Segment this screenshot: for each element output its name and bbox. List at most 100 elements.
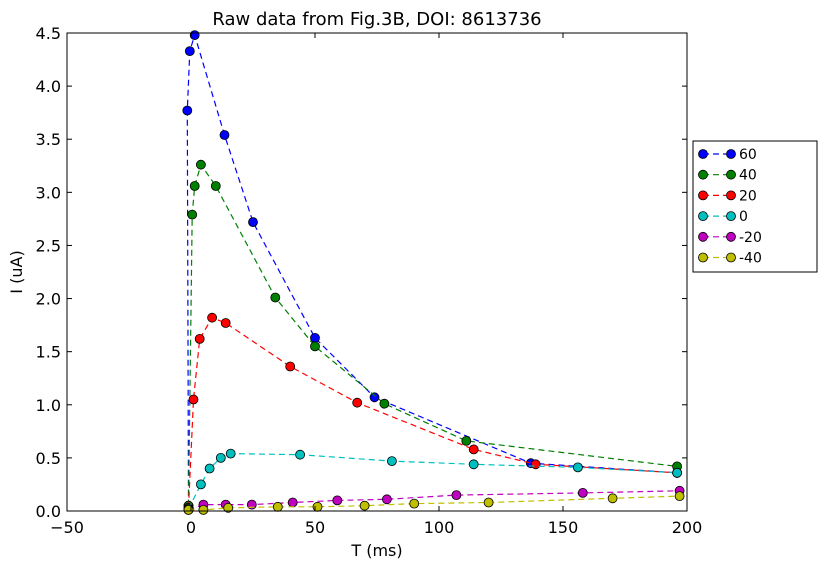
data-point (215, 452, 226, 463)
data-point (189, 181, 200, 191)
legend-marker (726, 190, 736, 201)
legend-marker (698, 211, 708, 222)
legend-marker (698, 149, 708, 159)
legend-marker (698, 169, 708, 180)
legend-item: -20 (698, 230, 762, 246)
data-point (194, 333, 205, 344)
series-line-0 (187, 452, 678, 510)
series-line-20 (187, 316, 678, 508)
data-point (219, 130, 230, 140)
legend-box (692, 140, 818, 273)
data-point (451, 490, 462, 501)
series-line--20 (188, 490, 680, 511)
data-point (187, 209, 198, 220)
legend: 60 40 20 0 -20 -40 (692, 140, 818, 273)
y-tick-label: 4.0 (36, 77, 61, 96)
data-point (369, 392, 380, 403)
legend-item: -40 (698, 251, 762, 267)
data-point (483, 497, 494, 508)
y-tick-label: 2.0 (36, 290, 61, 309)
legend-label: 60 (739, 147, 757, 163)
legend-label: 0 (739, 209, 748, 225)
y-tick-label: 3.0 (36, 183, 61, 202)
data-point (674, 491, 685, 502)
legend-label: -40 (739, 251, 762, 267)
data-point (248, 217, 258, 228)
data-point (272, 501, 283, 512)
data-point (468, 459, 479, 470)
series-layer (182, 30, 685, 515)
data-point (270, 292, 281, 303)
data-point (352, 397, 363, 408)
x-tick-label: −50 (50, 518, 84, 537)
series--40 (183, 491, 685, 515)
data-point (461, 435, 472, 446)
data-point (182, 105, 193, 116)
series-line--40 (188, 495, 680, 511)
legend-marker (726, 252, 736, 263)
data-point (198, 504, 209, 515)
series-40 (183, 159, 682, 511)
data-point (379, 398, 390, 409)
y-tick-label: 1.0 (36, 396, 61, 415)
legend-marker (726, 231, 736, 242)
legend-label: 20 (739, 188, 757, 204)
chart-title: Raw data from Fig.3B, DOI: 8613736 (212, 9, 541, 30)
data-point (210, 181, 221, 191)
data-point (195, 159, 206, 170)
x-tick-label: 100 (424, 518, 455, 537)
series-60 (182, 30, 682, 511)
data-point (220, 318, 231, 328)
data-point (188, 394, 199, 405)
y-tick-label: 1.5 (36, 343, 61, 362)
y-tick-label: 4.5 (36, 24, 61, 43)
data-point (189, 30, 200, 40)
series-20 (183, 312, 682, 513)
plot-frame (66, 32, 688, 512)
legend-item: 20 (698, 188, 757, 204)
data-point (312, 501, 323, 512)
data-point (184, 46, 195, 56)
y-tick-label: 0.0 (36, 502, 61, 521)
data-point (183, 504, 194, 515)
data-point (409, 498, 420, 509)
data-point (573, 462, 583, 473)
series-line-40 (187, 163, 678, 506)
y-tick-label: 3.5 (36, 130, 61, 149)
legend-marker (726, 211, 736, 222)
y-tick-label: 2.5 (36, 236, 61, 255)
data-point (577, 487, 588, 498)
data-point (332, 495, 343, 506)
x-tick-label: 0 (186, 518, 196, 537)
legend-marker (698, 231, 708, 242)
data-point (310, 341, 320, 352)
x-axis: −50 0 50 100 150 200 (50, 33, 702, 537)
data-point (530, 459, 541, 470)
data-point (285, 361, 296, 372)
y-axis: 0.0 0.5 1.0 1.5 2.0 2.5 3.0 3.5 4.0 4.5 (36, 24, 687, 521)
data-point (204, 463, 215, 474)
data-point (195, 479, 206, 490)
legend-item: 60 (698, 147, 757, 163)
data-point (607, 493, 618, 504)
x-tick-label: 50 (305, 518, 325, 537)
x-axis-label: T (ms) (350, 541, 402, 560)
data-point (207, 312, 218, 323)
legend-marker (726, 149, 736, 159)
data-point (295, 449, 306, 460)
legend-item: 0 (698, 209, 748, 225)
y-axis-label: I (uA) (7, 250, 26, 293)
legend-label: -20 (739, 230, 762, 246)
series-line-60 (186, 33, 678, 506)
data-point (672, 467, 682, 478)
x-tick-label: 150 (548, 518, 579, 537)
legend-label: 40 (739, 168, 757, 184)
legend-marker (698, 190, 708, 201)
y-tick-label: 0.5 (36, 449, 61, 468)
data-point (287, 497, 298, 508)
data-point (359, 500, 370, 511)
x-tick-label: 200 (672, 518, 703, 537)
data-point (310, 332, 320, 343)
data-point (381, 494, 392, 505)
